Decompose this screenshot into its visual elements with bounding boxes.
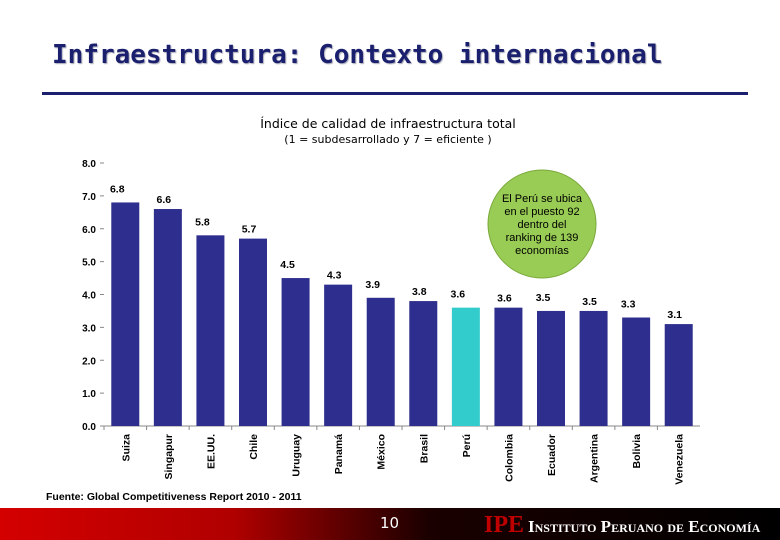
y-tick-label: 5.0	[82, 258, 96, 269]
bars: 6.8 Suiza 6.6 Singapur 5.8 EE.UU. 5.7 Chile 4.5 U…	[110, 183, 693, 485]
category-label: Ecuador	[546, 434, 558, 476]
callout-circle	[487, 169, 597, 279]
value-label: 4.5	[280, 259, 295, 271]
logo-mark: IPE	[484, 512, 525, 538]
value-label: 5.8	[195, 216, 210, 228]
bar-3	[239, 238, 267, 426]
footer-bar	[0, 508, 780, 540]
category-label: EE.UU.	[205, 434, 217, 469]
category-label: Panamá	[333, 434, 345, 474]
value-label: 6.8	[110, 183, 125, 195]
bar-11	[579, 310, 608, 426]
bar-10	[537, 310, 565, 426]
bar-6	[366, 297, 395, 426]
y-tick-label: 1.0	[82, 389, 96, 400]
callout-text: El Perú se ubica en el puesto 92 dentro de…	[502, 193, 583, 257]
category-label: México	[376, 434, 388, 470]
bar-4	[281, 278, 310, 426]
value-label: 3.1	[667, 309, 682, 321]
annotation-callout: El Perú se ubica en el puesto 92 dentro de…	[487, 169, 597, 279]
category-label: Uruguay	[291, 434, 303, 477]
bar-7	[409, 301, 438, 426]
ipe-logo: IPE Instituto Peruano de Economía	[484, 512, 760, 539]
category-label: Perú	[461, 434, 473, 457]
bar-1	[153, 209, 182, 426]
slide-title: Infraestructura: Contexto internacional	[52, 40, 663, 70]
logo-text: Instituto Peruano de Economía	[528, 517, 761, 536]
category-label: Argentina	[589, 434, 601, 483]
value-label: 3.6	[451, 289, 466, 301]
chart-subtitle: (1 = subdesarrollado y 7 = eficiente )	[284, 133, 491, 146]
category-label: Colombia	[503, 434, 515, 482]
value-label: 5.7	[242, 224, 257, 236]
category-label: Brasil	[418, 434, 430, 463]
y-tick-label: 6.0	[82, 225, 96, 236]
category-label: Bolivia	[631, 434, 643, 469]
chart-title: Índice de calidad de infraestructura tot…	[260, 116, 516, 131]
value-label: 3.5	[536, 292, 551, 304]
bar-9	[494, 307, 523, 426]
bar-2	[196, 235, 225, 426]
value-label: 4.3	[327, 270, 342, 282]
title-divider	[42, 92, 748, 95]
category-label: Venezuela	[674, 434, 686, 485]
y-tick-label: 2.0	[82, 356, 96, 367]
bar-8	[451, 307, 480, 426]
value-label: 3.9	[365, 279, 380, 291]
page-number: 10	[380, 514, 400, 532]
y-tick-label: 4.0	[82, 291, 96, 302]
y-tick-label: 0.0	[82, 422, 96, 433]
value-label: 3.5	[582, 296, 597, 308]
bar-13	[664, 324, 693, 426]
y-tick-label: 3.0	[82, 323, 96, 334]
category-label: Suiza	[120, 434, 132, 462]
category-label: Chile	[248, 434, 260, 460]
y-tick-label: 8.0	[82, 159, 96, 170]
source-note: Fuente: Global Competitiveness Report 20…	[46, 491, 302, 503]
y-tick-label: 7.0	[82, 192, 96, 203]
bar-5	[324, 284, 353, 426]
bar-0	[111, 202, 140, 426]
value-label: 3.8	[412, 286, 427, 298]
category-label: Singapur	[163, 434, 175, 480]
value-label: 3.3	[621, 299, 636, 311]
value-label: 6.6	[157, 194, 172, 206]
bar-chart: Índice de calidad de infraestructura tot…	[46, 116, 700, 503]
bar-12	[622, 317, 651, 426]
value-label: 3.6	[497, 293, 512, 305]
